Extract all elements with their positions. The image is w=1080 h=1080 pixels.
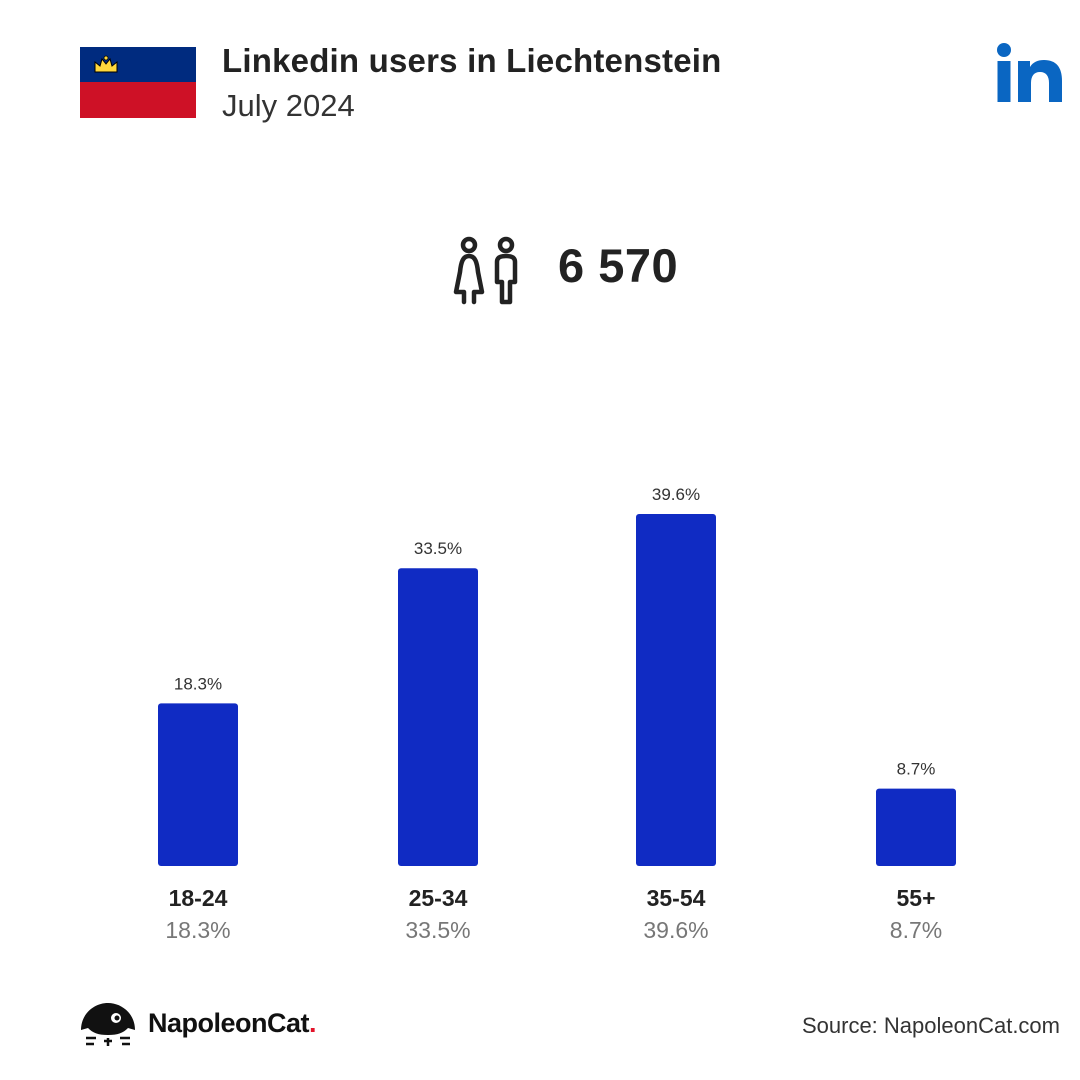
bar-18-24 (158, 703, 238, 866)
category-label: 55+ (896, 885, 935, 911)
source-attribution: Source: NapoleonCat.com (801, 1013, 1060, 1038)
flag-red-band (80, 82, 196, 118)
napoleoncat-wordmark: NapoleonCat. (148, 1008, 317, 1039)
page-title: Linkedin users in Liechtenstein (222, 42, 722, 79)
category-label: 18-24 (169, 885, 228, 911)
page-subtitle: July 2024 (222, 88, 355, 123)
users-icon (453, 236, 518, 305)
category-percent-label: 8.7% (890, 917, 942, 943)
liechtenstein-flag (80, 47, 196, 118)
category-label: 35-54 (647, 885, 706, 911)
bar-55+ (876, 788, 956, 866)
bar-value-label: 8.7% (897, 760, 936, 779)
category-percent-label: 18.3% (165, 917, 230, 943)
bar-35-54 (636, 514, 716, 866)
category-percent-label: 39.6% (643, 917, 708, 943)
bar-value-label: 39.6% (652, 485, 700, 504)
category-percent-label: 33.5% (405, 917, 470, 943)
category-label: 25-34 (409, 885, 468, 911)
brand-dot: . (309, 1008, 317, 1038)
crown-icon (94, 55, 118, 73)
napoleoncat-logo-icon (81, 1003, 135, 1046)
age-distribution-chart: 18.3% 18-24 18.3% 33.5% 25-34 33.5% 39.6% 35-54… (158, 485, 956, 943)
total-users-count: 6 570 (558, 239, 679, 292)
linkedin-icon (997, 43, 1062, 102)
bar-value-label: 33.5% (414, 539, 462, 558)
bar-25-34 (398, 568, 478, 866)
flag-blue-band (80, 47, 196, 82)
brand-name: NapoleonCat (148, 1008, 310, 1038)
bar-value-label: 18.3% (174, 674, 222, 693)
